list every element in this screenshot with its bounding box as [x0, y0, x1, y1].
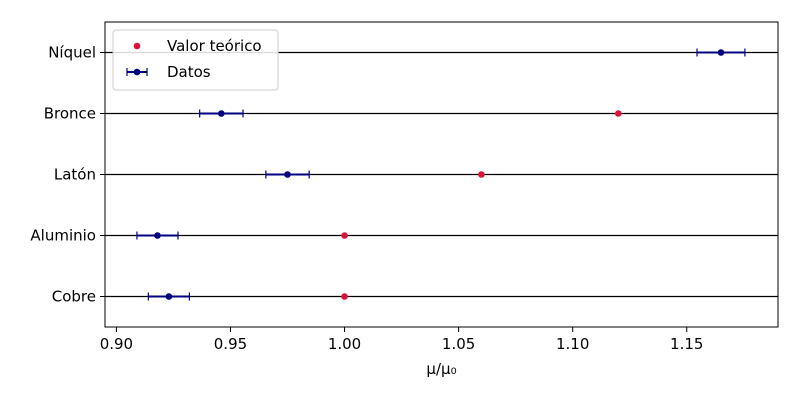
x-axis: 0.90 0.95 1.00 1.05 1.10 1.15	[100, 327, 703, 353]
legend-items: Valor teórico Datos	[126, 37, 262, 81]
x-tick-label: 0.95	[214, 335, 247, 353]
legend-label-theoretical: Valor teórico	[167, 37, 262, 55]
y-tick-label: Níquel	[48, 44, 96, 62]
y-tick-label: Bronce	[44, 105, 96, 123]
data-point	[284, 171, 291, 178]
x-tick-label: 1.15	[670, 335, 703, 353]
y-tick-label: Aluminio	[30, 227, 96, 245]
theoretical-point	[478, 171, 485, 178]
theoretical-point	[341, 232, 348, 239]
data-point	[154, 232, 161, 239]
y-tick-label: Cobre	[52, 288, 96, 306]
data-point	[218, 110, 225, 117]
legend-label-data: Datos	[167, 63, 211, 81]
x-tick-label: 0.90	[100, 335, 133, 353]
marks-layer	[136, 48, 746, 301]
x-tick-label: 1.05	[442, 335, 475, 353]
legend: Valor teórico Datos	[112, 29, 279, 91]
x-axis-title: μ/μ₀	[426, 360, 456, 378]
y-tick-label: Latón	[54, 166, 96, 184]
y-axis: Cobre Aluminio Latón Bronce Níquel	[30, 44, 105, 306]
theoretical-point	[615, 110, 622, 117]
x-tick-label: 1.00	[328, 335, 361, 353]
legend-marker-data	[133, 68, 141, 76]
data-point	[165, 293, 173, 300]
theoretical-point	[341, 293, 348, 300]
data-point	[717, 49, 725, 56]
legend-box	[112, 29, 279, 91]
legend-marker-theoretical	[133, 42, 141, 50]
x-tick-label: 1.10	[556, 335, 589, 353]
